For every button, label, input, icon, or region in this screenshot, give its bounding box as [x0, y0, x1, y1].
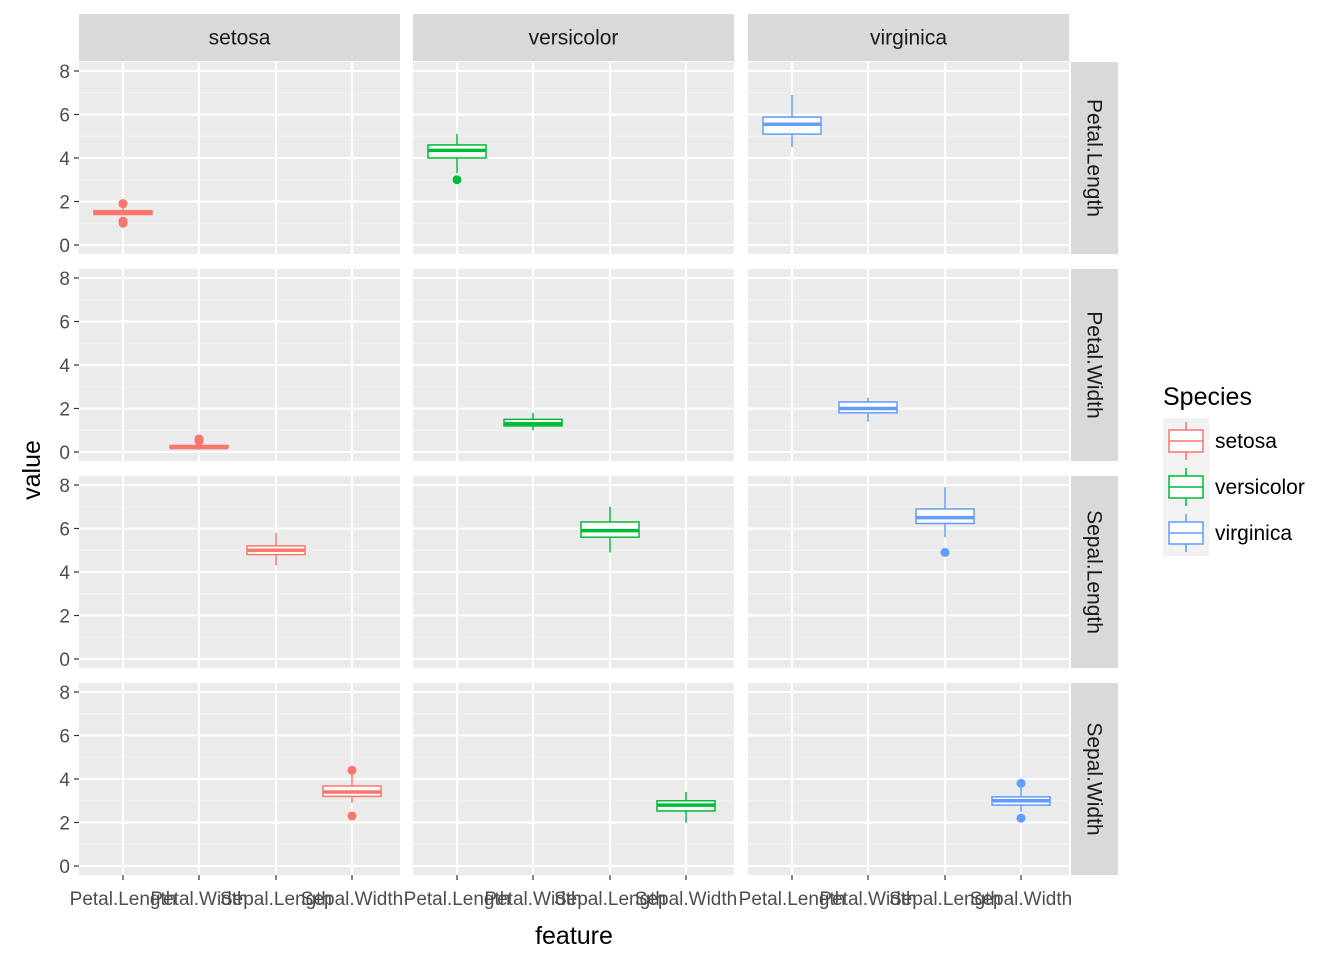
y-tick-label: 0: [59, 857, 70, 878]
y-tick-label: 2: [59, 814, 70, 835]
x-tick-label: Sepal.Width: [301, 889, 403, 910]
x-tick-label: Petal.Length: [739, 889, 846, 910]
facet-label-versicolor: versicolor: [529, 27, 619, 50]
row-strip-Sepal.Length: [1071, 476, 1118, 668]
facet-strip-virginica: [748, 14, 1069, 61]
row-label-Sepal.Length: Sepal.Length: [1083, 510, 1106, 634]
facet-label-virginica: virginica: [870, 27, 947, 50]
y-tick-label: 6: [59, 727, 70, 748]
row-strip-Petal.Width: [1071, 269, 1118, 461]
x-tick-label: Petal.Width: [150, 889, 247, 910]
y-tick-label: 6: [59, 313, 70, 334]
y-tick-label: 4: [59, 356, 70, 377]
box-virginica-Sepal.Width-outlier: [1016, 813, 1026, 823]
y-tick-label: 4: [59, 770, 70, 791]
row-label-Petal.Width: Petal.Width: [1083, 311, 1106, 418]
x-tick-label: Sepal.Length: [554, 889, 666, 910]
y-tick-label: 2: [59, 193, 70, 214]
y-tick-label: 8: [59, 683, 70, 704]
y-tick-label: 2: [59, 607, 70, 628]
row-label-Sepal.Width: Sepal.Width: [1083, 722, 1106, 835]
x-tick-label: Petal.Length: [70, 889, 177, 910]
legend-label-setosa: setosa: [1215, 430, 1277, 453]
x-axis-title: feature: [535, 922, 613, 950]
x-tick-label: Sepal.Width: [970, 889, 1072, 910]
box-setosa-Petal.Length-outlier: [118, 216, 128, 226]
x-tick-label: Sepal.Length: [220, 889, 332, 910]
box-setosa-Petal.Length-outlier: [118, 199, 128, 209]
legend-label-virginica: virginica: [1215, 522, 1292, 545]
y-tick-label: 6: [59, 520, 70, 541]
facet-strip-versicolor: [413, 14, 734, 61]
x-tick-label: Petal.Width: [484, 889, 581, 910]
row-strip-Petal.Length: [1071, 62, 1118, 254]
facet-label-setosa: setosa: [209, 27, 271, 50]
legend-title: Species: [1163, 383, 1252, 411]
y-axis-title: value: [18, 440, 46, 500]
x-tick-label: Petal.Width: [819, 889, 916, 910]
x-tick-label: Petal.Length: [404, 889, 511, 910]
row-label-Petal.Length: Petal.Length: [1083, 99, 1106, 217]
box-setosa-Petal.Width-outlier: [194, 434, 204, 444]
y-tick-label: 8: [59, 62, 70, 83]
facet-strip-setosa: [79, 14, 400, 61]
y-tick-label: 8: [59, 476, 70, 497]
y-tick-label: 0: [59, 650, 70, 671]
box-setosa-Sepal.Width-outlier: [347, 811, 357, 821]
y-tick-label: 2: [59, 400, 70, 421]
legend-label-versicolor: versicolor: [1215, 476, 1305, 499]
x-tick-label: Sepal.Width: [635, 889, 737, 910]
y-tick-label: 4: [59, 563, 70, 584]
box-setosa-Sepal.Width-outlier: [347, 765, 357, 775]
x-tick-label: Sepal.Length: [889, 889, 1001, 910]
box-versicolor-Petal.Length-outlier: [452, 175, 462, 185]
row-strip-Sepal.Width: [1071, 683, 1118, 875]
box-virginica-Sepal.Width-outlier: [1016, 778, 1026, 788]
y-tick-label: 0: [59, 236, 70, 257]
box-virginica-Sepal.Length-outlier: [940, 547, 950, 557]
y-tick-label: 4: [59, 149, 70, 170]
y-tick-label: 0: [59, 443, 70, 464]
y-tick-label: 8: [59, 269, 70, 290]
y-tick-label: 6: [59, 106, 70, 127]
